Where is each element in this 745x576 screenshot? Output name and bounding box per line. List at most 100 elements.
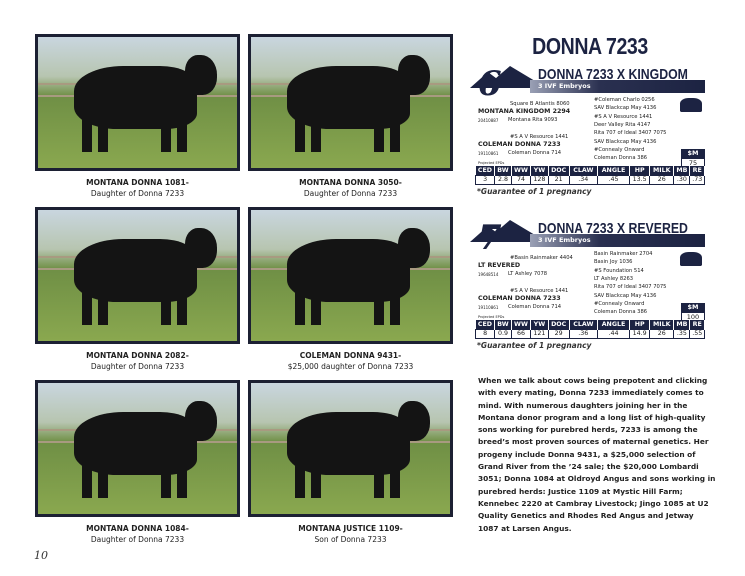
epd-value: 3 bbox=[474, 175, 496, 185]
animal-relation: Daughter of Donna 7233 bbox=[90, 535, 185, 544]
epd-value: 66 bbox=[510, 329, 532, 339]
animal-relation: Daughter of Donna 7233 bbox=[303, 189, 398, 198]
epd-value: 74 bbox=[510, 175, 532, 185]
epd-value: 21 bbox=[547, 175, 570, 185]
dam-reg: 19110861 bbox=[478, 151, 499, 156]
epd-header: HP bbox=[629, 166, 651, 176]
photo-caption: MONTANA DONNA 2082- Daughter of Donna 723… bbox=[35, 350, 240, 372]
epd-value: .36 bbox=[568, 329, 598, 339]
grandparent: Coleman Donna 386 bbox=[594, 155, 648, 162]
cattle-photo bbox=[35, 207, 240, 344]
epd-value: 29 bbox=[547, 329, 570, 339]
lot-7: 7 DONNA 7233 X REVERED 3 IVF Embryos #Basin… bbox=[470, 218, 710, 355]
epd-header: BW bbox=[494, 166, 512, 176]
sire-dam: Montana Rita 9093 bbox=[508, 117, 558, 123]
sire-sire: Square B Atlantis 8060 bbox=[510, 101, 570, 107]
animal-name: MONTANA DONNA 3050- bbox=[299, 178, 402, 187]
epd-value: 26 bbox=[649, 329, 675, 339]
dam-dam: Coleman Donna 714 bbox=[508, 150, 562, 156]
epd-value: .55 bbox=[689, 329, 705, 339]
cattle-photo bbox=[35, 34, 240, 171]
epd-value: .35 bbox=[673, 329, 691, 339]
grandparent: SAV Blackcap May 4136 bbox=[594, 292, 657, 299]
epd-header: MILK bbox=[649, 320, 675, 330]
photo-caption: COLEMAN DONNA 9431- $25,000 daughter of D… bbox=[248, 350, 453, 372]
lot-title: DONNA 7233 X KINGDOM bbox=[538, 66, 688, 83]
animal-name: COLEMAN DONNA 9431- bbox=[299, 351, 402, 360]
grandparent: SAV Blackcap May 4136 bbox=[594, 105, 657, 112]
lot-title: DONNA 7233 X REVERED bbox=[538, 220, 688, 237]
epd-value: 14.9 bbox=[629, 329, 651, 339]
epd-header: MB bbox=[673, 166, 691, 176]
grandparent: LT Ashley 8263 bbox=[594, 275, 634, 282]
epd-header: YW bbox=[530, 166, 549, 176]
association-logo-icon bbox=[680, 252, 702, 266]
embryo-banner: 3 IVF Embryos bbox=[530, 80, 705, 93]
cattle-photo bbox=[248, 34, 453, 171]
dam-dam: Coleman Donna 714 bbox=[508, 304, 562, 310]
animal-name: MONTANA JUSTICE 1109- bbox=[298, 524, 403, 533]
epd-header: HP bbox=[629, 320, 651, 330]
sire-reg: 20410887 bbox=[478, 118, 499, 123]
page-number: 10 bbox=[34, 549, 48, 562]
projected-epds-label: Projected EPDs bbox=[478, 315, 505, 319]
epd-header: YW bbox=[530, 320, 549, 330]
cattle-photo bbox=[35, 380, 240, 517]
dam-name: COLEMAN DONNA 7233 bbox=[478, 141, 561, 148]
epd-value: 128 bbox=[530, 175, 549, 185]
dam-reg: 19110861 bbox=[478, 305, 499, 310]
sm-label: $M bbox=[681, 149, 705, 158]
epd-value: .73 bbox=[689, 175, 705, 185]
association-logo-icon bbox=[680, 98, 702, 112]
epd-header: ANGLE bbox=[597, 320, 631, 330]
pregnancy-guarantee: *Guarantee of 1 pregnancy bbox=[477, 187, 592, 196]
epd-value: 2.8 bbox=[494, 175, 512, 185]
photo-caption: MONTANA DONNA 3050- Daughter of Donna 723… bbox=[248, 177, 453, 199]
epd-header: CED bbox=[475, 166, 496, 176]
sire-name: MONTANA KINGDOM 2294 bbox=[478, 108, 571, 115]
grandparent: #Coleman Charlo 0256 bbox=[594, 97, 655, 103]
dam-name: COLEMAN DONNA 7233 bbox=[478, 295, 561, 302]
grandparent: Basin Rainmaker 2704 bbox=[594, 251, 653, 257]
epd-header: WW bbox=[511, 166, 532, 176]
grandparent: #Connealy Onward bbox=[594, 146, 645, 153]
sire-name: LT REVERED bbox=[478, 262, 521, 269]
pregnancy-guarantee: *Guarantee of 1 pregnancy bbox=[477, 341, 592, 350]
description: When we talk about cows being prepotent … bbox=[478, 376, 716, 533]
epd-value: .34 bbox=[568, 175, 598, 185]
photo-caption: MONTANA JUSTICE 1109- Son of Donna 7233 bbox=[248, 523, 453, 545]
grandparent: Coleman Donna 386 bbox=[594, 309, 648, 316]
mountain-logo-icon bbox=[470, 220, 540, 242]
lot-6: 6 DONNA 7233 X KINGDOM 3 IVF Embryos Square… bbox=[470, 64, 710, 201]
grandparent: SAV Blackcap May 4136 bbox=[594, 138, 657, 145]
epd-header: MB bbox=[673, 320, 691, 330]
photo-caption: MONTANA DONNA 1081- Daughter of Donna 723… bbox=[35, 177, 240, 199]
grandparent: #S Foundation 514 bbox=[594, 267, 644, 274]
cattle-photo bbox=[248, 207, 453, 344]
sire-sire: #Basin Rainmaker 4404 bbox=[510, 255, 573, 261]
projected-epds-label: Projected EPDs bbox=[478, 161, 505, 165]
dam-sire: #S A V Resource 1441 bbox=[510, 134, 569, 140]
epd-value: 8 bbox=[474, 329, 496, 339]
grandparent: #S A V Resource 1441 bbox=[594, 113, 653, 120]
embryo-banner: 3 IVF Embryos bbox=[530, 234, 705, 247]
epd-header: CED bbox=[475, 320, 496, 330]
epd-value: 26 bbox=[649, 175, 675, 185]
epd-header: DOC bbox=[548, 166, 570, 176]
photo-caption: MONTANA DONNA 1084- Daughter of Donna 723… bbox=[35, 523, 240, 545]
animal-relation: Son of Donna 7233 bbox=[314, 535, 387, 544]
epd-value: 121 bbox=[530, 329, 549, 339]
epd-table: CED BW WW YW DOC CLAW ANGLE HP MILK MB RE 8 0.9 66 121… bbox=[474, 320, 705, 339]
epd-header: MILK bbox=[649, 166, 675, 176]
grandparent: Rita 707 of Ideal 3407 7075 bbox=[594, 130, 667, 137]
epd-value: .30 bbox=[673, 175, 691, 185]
epd-value: 0.9 bbox=[494, 329, 512, 339]
epd-table: CED BW WW YW DOC CLAW ANGLE HP MILK MB RE 3 2.8 74 128… bbox=[474, 166, 705, 185]
mountain-logo-icon bbox=[470, 66, 540, 88]
lot-number: 6 bbox=[478, 64, 502, 104]
grandparent: Rita 707 of Ideal 3407 7075 bbox=[594, 284, 667, 291]
epd-value: 13.5 bbox=[629, 175, 651, 185]
cattle-photo bbox=[248, 380, 453, 517]
sire-dam: LT Ashley 7078 bbox=[508, 271, 548, 277]
sm-label: $M bbox=[681, 303, 705, 312]
